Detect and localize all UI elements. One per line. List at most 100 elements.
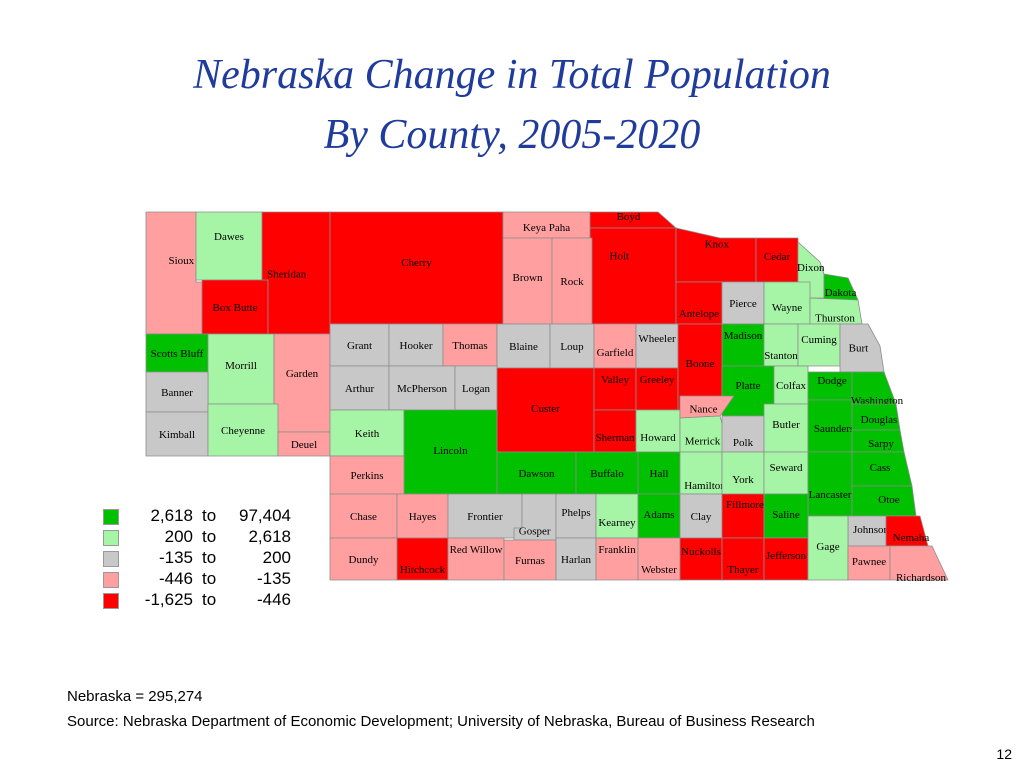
county-label: Kimball: [159, 429, 195, 441]
county-dawes: Dawes: [195, 211, 263, 281]
county-fillmore: Fillmore: [721, 493, 765, 539]
county-shape: [195, 211, 263, 281]
county-label: Scotts Bluff: [151, 348, 204, 360]
county-burt: Burt: [839, 323, 885, 373]
county-label: Dawson: [518, 468, 555, 480]
county-york: York: [721, 451, 765, 495]
county-adams: Adams: [637, 493, 681, 539]
county-label: Dawes: [214, 231, 244, 243]
county-label: Blaine: [509, 341, 538, 353]
county-label: Valley: [601, 374, 630, 386]
county-label: Brown: [513, 272, 543, 284]
county-washington: Washington: [851, 371, 904, 407]
county-kearney: Kearney: [595, 493, 639, 539]
county-label: Nemaha: [893, 532, 930, 544]
county-pawnee: Pawnee: [847, 545, 891, 581]
page-number: 12: [996, 746, 1012, 762]
county-label: Polk: [733, 437, 754, 449]
county-johnson: Johnson: [847, 515, 890, 547]
county-kimball: Kimball: [145, 411, 209, 457]
county-label: Adams: [643, 509, 674, 521]
legend-row: -1,625 to -446: [103, 590, 303, 611]
county-label: Lancaster: [809, 489, 852, 501]
source-note: Source: Nebraska Department of Economic …: [67, 713, 815, 730]
title-line-2: By County, 2005-2020: [323, 112, 701, 158]
county-stanton: Stanton: [763, 323, 799, 367]
county-label: Cedar: [764, 251, 791, 263]
county-lincoln: Lincoln: [403, 409, 498, 495]
county-nuckolls: Nuckolls: [679, 537, 723, 581]
county-cedar: Cedar: [755, 237, 799, 283]
county-platte: Platte: [721, 365, 775, 417]
county-label: Perkins: [351, 470, 384, 482]
county-dundy: Dundy: [329, 537, 398, 581]
county-label: Hitchcock: [400, 564, 446, 576]
county-label: Frontier: [467, 511, 503, 523]
county-lancaster: Lancaster: [807, 451, 853, 517]
county-merrick: Merrick: [679, 415, 731, 453]
county-label: Dodge: [817, 375, 846, 387]
county-furnas: Furnas: [503, 539, 557, 581]
county-label: Thurston: [815, 313, 855, 325]
legend-row: 2,618 to 97,404: [103, 506, 303, 527]
county-saline: Saline: [763, 493, 809, 539]
county-label: Box Butte: [213, 302, 258, 314]
legend-row: 200 to 2,618: [103, 527, 303, 548]
legend-to-word: to: [202, 590, 217, 609]
county-cass: Cass: [851, 451, 913, 487]
legend-to: 200: [262, 548, 291, 567]
county-label: Clay: [691, 511, 712, 523]
county-holt: Holt: [589, 227, 677, 325]
county-label: Hall: [650, 468, 669, 480]
county-boyd: Boyd: [589, 211, 678, 229]
county-harlan: Harlan: [555, 537, 597, 581]
county-label: Harlan: [561, 554, 591, 566]
county-label: Burt: [849, 343, 869, 355]
county-label: Gosper: [519, 526, 551, 538]
county-label: Madison: [724, 330, 763, 342]
county-label: Sherman: [595, 432, 635, 444]
state-total-note: Nebraska = 295,274: [67, 688, 203, 705]
county-label: McPherson: [397, 383, 448, 395]
county-webster: Webster: [637, 537, 681, 581]
county-logan: Logan: [454, 365, 498, 411]
county-shape: [675, 227, 757, 283]
county-label: Red Willow: [450, 544, 503, 556]
county-shape: [593, 409, 637, 453]
county-howard: Howard: [635, 409, 681, 453]
county-perkins: Perkins: [329, 455, 405, 495]
county-label: Cass: [870, 462, 891, 474]
county-label: Wayne: [772, 302, 802, 314]
county-saunders: Saunders: [807, 399, 854, 453]
county-wheeler: Wheeler: [635, 323, 679, 369]
county-label: Sarpy: [868, 438, 894, 450]
county-pierce: Pierce: [721, 281, 765, 325]
county-shape: [721, 451, 765, 495]
county-clay: Clay: [679, 493, 723, 539]
county-scotts-bluff: Scotts Bluff: [145, 333, 209, 373]
county-label: Arthur: [345, 383, 375, 395]
county-gage: Gage: [807, 515, 849, 581]
county-greeley: Greeley: [635, 367, 679, 411]
county-dawson: Dawson: [496, 451, 577, 495]
county-shape: [635, 409, 681, 453]
legend-swatch: [103, 572, 119, 588]
county-richardson: Richardson: [889, 545, 949, 584]
county-blaine: Blaine: [496, 323, 551, 369]
county-label: Sioux: [168, 255, 194, 267]
county-butler: Butler: [763, 403, 809, 453]
legend-to-word: to: [202, 506, 217, 525]
county-label: Grant: [347, 340, 372, 352]
county-label: Knox: [705, 239, 730, 251]
county-label: Butler: [772, 419, 800, 431]
county-garfield: Garfield: [593, 323, 637, 369]
legend: 2,618 to 97,404 200 to 2,618 -135 to 200…: [103, 506, 303, 611]
legend-from: 200: [164, 527, 193, 546]
county-label: Saline: [772, 509, 800, 521]
county-antelope: Antelope: [675, 281, 723, 325]
county-shape: [593, 323, 637, 369]
county-label: Pawnee: [852, 556, 886, 568]
county-chase: Chase: [329, 493, 398, 539]
county-cherry: Cherry: [329, 211, 504, 325]
county-label: Thomas: [452, 340, 487, 352]
